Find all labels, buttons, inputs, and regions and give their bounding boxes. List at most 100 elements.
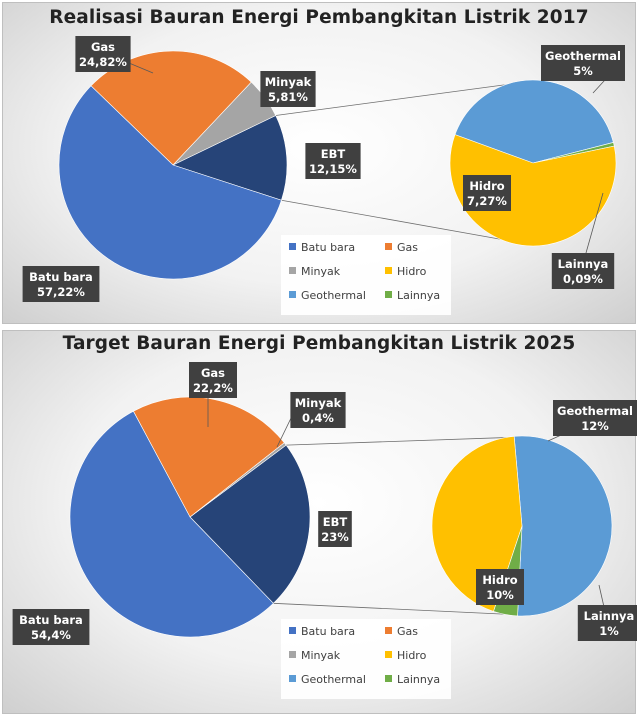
legend-label: Batu bara [301,241,356,254]
pie-slice-hidro [431,436,523,612]
legend-item-lainnya: Lainnya [385,289,440,302]
legend-swatch [385,675,392,682]
data-label-box [577,605,637,641]
pie-slice-gas [132,396,285,518]
data-label-value: 0,09% [563,272,603,286]
legend-label: Lainnya [397,289,441,302]
leader-line-lainnya [583,192,604,261]
data-label-box [75,36,131,72]
data-label-box [290,392,346,428]
legend-swatch [385,627,392,634]
legend-swatch [289,627,296,634]
legend-label: Batu bara [301,625,356,638]
data-label-name: Geothermal [545,49,621,63]
data-label-value: 10% [486,588,514,602]
data-label-value: 22,2% [193,381,233,395]
legend-item-minyak: Minyak [289,265,340,278]
data-label-name: Minyak [265,75,312,89]
data-label-value: 7,27% [467,194,507,208]
pie-slice-geothermal [454,79,614,164]
data-label-name: Minyak [295,396,342,410]
data-label-box [541,45,625,81]
data-label-box [551,253,615,289]
data-label-box [463,175,511,211]
pie-slice-ebt [189,444,311,604]
data-label-value: 1% [599,624,619,638]
legend-item-hidro: Hidro [385,649,426,662]
legend-item-minyak: Minyak [289,649,340,662]
legend-swatch [289,291,296,298]
chart-panel-2017: Gas 24,82% Minyak 5,81% EBT 12,15% Batu bara 57… [2,2,636,324]
legend-label: Lainnya [397,673,441,686]
legend-label: Hidro [397,649,427,662]
data-label-value: 57,22% [37,285,85,299]
legend-label: Geothermal [301,673,366,686]
data-label-value: 0,4% [302,411,334,425]
legend-label: Geothermal [301,289,366,302]
pie-slice-gas [90,50,252,166]
legend-swatch [385,651,392,658]
pie-slice-batu-bara [58,85,282,280]
pie-slice-geothermal [513,435,613,617]
data-label-box [22,266,100,302]
data-label-box [553,400,637,436]
connector-line-top [286,436,523,446]
legend-label: Gas [397,625,418,638]
data-label-name: Lainnya [558,257,609,271]
data-label-value: 23% [321,530,349,544]
data-label-name: Batu bara [29,270,93,284]
legend-item-batu-bara: Batu bara [289,625,355,638]
data-label-value: 54,4% [31,628,71,642]
data-label-name: EBT [323,515,348,529]
data-label-name: Batu bara [19,613,83,627]
data-label-box [476,569,524,605]
legend-item-gas: Gas [385,625,418,638]
connector-line-bottom [273,602,523,616]
data-label-name: Geothermal [557,404,633,418]
chart-title: Target Bauran Energi Pembangkitan Listri… [62,333,576,354]
data-label-name: EBT [321,147,346,161]
legend-item-gas: Gas [385,241,418,254]
data-label-box [305,143,361,179]
chart-title: Realisasi Bauran Energi Pembangkitan Lis… [49,7,589,28]
legend-swatch [289,267,296,274]
data-label-box [189,362,237,398]
data-label-box [318,511,352,547]
data-label-name: Hidro [469,179,504,193]
legend-swatch [385,243,392,250]
legend-swatch [289,651,296,658]
legend-label: Minyak [301,649,341,662]
legend-item-hidro: Hidro [385,265,426,278]
data-label-value: 24,82% [79,55,127,69]
legend-label: Hidro [397,265,427,278]
chart-panel-2025: Gas 22,2% Minyak 0,4% EBT 23% Batu bara 54,4% Ge… [2,330,637,714]
legend-item-lainnya: Lainnya [385,673,440,686]
data-label-value: 5% [573,64,593,78]
pie-slice-ebt [172,115,288,201]
connector-line-top [275,80,534,116]
legend-swatch [385,291,392,298]
legend: Batu bara Gas Minyak Hidro Geothermal Lainnya [281,235,451,315]
legend-label: Minyak [301,265,341,278]
data-label-box [12,609,90,645]
leader-line-lainnya [598,584,605,608]
legend-swatch [385,267,392,274]
legend-item-geothermal: Geothermal [289,289,366,302]
data-label-value: 5,81% [268,90,308,104]
leader-line-minyak [276,413,294,448]
data-label-value: 12,15% [309,162,357,176]
